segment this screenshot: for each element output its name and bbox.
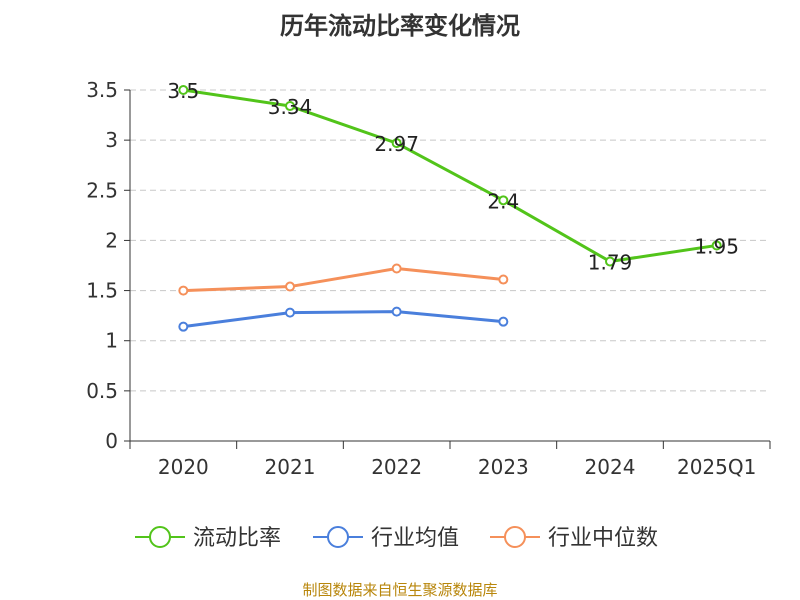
x-tick-label: 2025Q1	[677, 455, 756, 479]
x-tick-label: 2023	[478, 455, 529, 479]
data-point	[178, 285, 189, 296]
data-point	[498, 195, 509, 206]
series-lines	[178, 85, 722, 332]
data-point	[285, 101, 295, 112]
legend-item: 流动比率	[135, 526, 281, 551]
legend-label: 流动比率	[193, 526, 281, 551]
y-tick-label: 3.5	[86, 78, 118, 102]
legend-marker	[504, 526, 526, 548]
data-point	[391, 306, 402, 317]
series-line-1	[183, 88, 717, 263]
data-point	[605, 256, 615, 267]
chart-title: 历年流动比率变化情况	[280, 12, 520, 40]
legend-marker	[327, 526, 349, 548]
data-point	[711, 240, 722, 251]
y-tick-label: 2	[105, 228, 118, 252]
y-tick-label: 0.5	[86, 379, 118, 403]
x-tick-label: 2021	[265, 455, 316, 479]
y-tick-label: 3	[105, 128, 118, 152]
legend-label: 行业中位数	[548, 526, 658, 551]
grid-lines	[130, 89, 770, 392]
y-tick-label: 1.5	[86, 279, 118, 303]
legend-marker	[149, 526, 171, 548]
legend-item: 行业中位数	[490, 526, 658, 551]
data-point	[285, 281, 295, 292]
data-label: 1.95	[694, 234, 739, 258]
data-label: 1.79	[588, 250, 633, 274]
y-tick-label: 2.5	[86, 178, 118, 202]
data-label: 3.5	[167, 79, 199, 103]
x-tick-label: 2022	[371, 455, 422, 479]
legend-item: 行业均值	[313, 526, 459, 551]
data-point	[178, 85, 189, 95]
axes: 0 0.5 1 1.5 2 2.5 3 3.5 2020 2021 2022 2023 2024 2025…	[86, 78, 771, 479]
y-tick-label: 0	[105, 429, 118, 453]
x-tick-label: 2020	[158, 455, 209, 479]
series-line-2	[183, 310, 504, 329]
data-labels: 3.5 3.34 2.97 2.4 1.79 1.95	[167, 79, 739, 274]
data-label: 2.4	[487, 189, 519, 213]
legend-label: 行业均值	[371, 526, 459, 551]
data-label: 2.97	[374, 132, 419, 156]
y-tick-label: 1	[105, 329, 118, 353]
data-point	[391, 138, 402, 149]
data-label: 3.34	[268, 95, 313, 119]
data-point	[178, 321, 189, 332]
data-point	[498, 274, 509, 285]
data-point	[285, 307, 295, 318]
data-source-note: 制图数据来自恒生聚源数据库	[302, 581, 498, 599]
legend: 流动比率 行业均值 行业中位数	[135, 526, 658, 551]
x-tick-label: 2024	[585, 455, 636, 479]
data-point	[498, 316, 509, 327]
series-line-3	[183, 267, 504, 293]
data-point	[391, 263, 402, 274]
